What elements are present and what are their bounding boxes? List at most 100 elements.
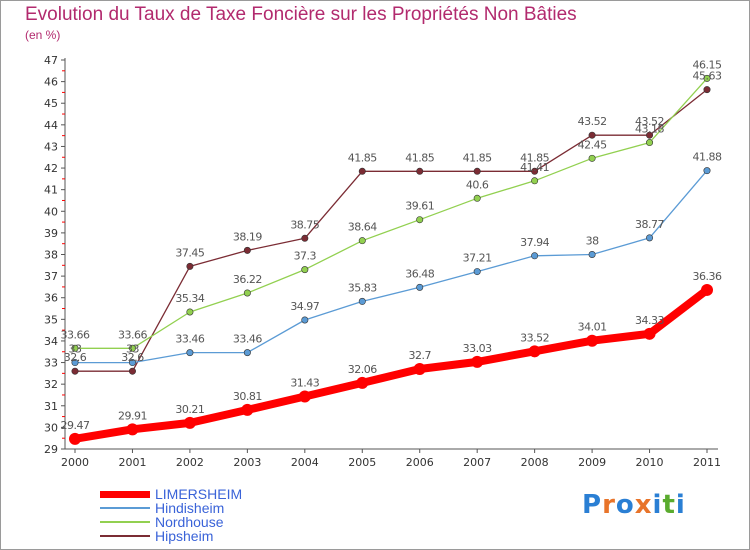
y-tick-label: 36 [44,292,58,305]
legend-item-hipsheim: Hipsheim [100,529,242,543]
data-label: 33.66 [61,328,90,341]
data-label: 41.85 [348,151,377,164]
y-tick-label: 39 [44,227,58,240]
y-tick-label: 34 [44,335,58,348]
data-point [298,390,311,403]
legend-label-limersheim: LIMERSHEIM [155,486,243,502]
data-point [586,334,599,347]
data-point [588,154,596,162]
data-point [531,252,539,260]
y-tick-label: 40 [44,205,58,218]
data-label: 35.34 [175,292,204,305]
data-point [301,266,309,274]
data-point [588,131,596,139]
data-label: 41.85 [520,151,549,164]
data-label: 41.41 [520,161,549,174]
x-tick-label: 2011 [693,456,721,469]
y-tick-label: 47 [44,54,58,67]
data-point [301,234,309,242]
data-label: 42.45 [578,138,607,151]
data-point [243,246,251,254]
data-label: 33 [126,343,139,356]
data-label: 41.85 [405,151,434,164]
data-point [128,344,136,352]
y-tick-label: 44 [44,119,58,132]
y-tick-label: 43 [44,140,58,153]
data-point [703,86,711,94]
series-line-nordhouse [74,77,708,349]
data-label: 38.19 [233,230,262,243]
data-label: 41.88 [693,151,722,164]
y-tick-label: 41 [44,184,58,197]
data-point [243,289,251,297]
x-tick-label: 2010 [636,456,664,469]
data-point [646,234,654,242]
y-tick-label: 38 [44,249,58,262]
data-point [413,363,426,376]
series-line-limersheim [71,285,711,443]
legend-item-hindisheim: Hindisheim [100,501,242,515]
data-point [71,367,79,375]
data-label: 37.94 [520,236,549,249]
data-label: 43.52 [578,115,607,128]
data-point [243,349,251,357]
data-label: 36.48 [405,267,434,280]
logo-letter: i [675,490,686,520]
series-line-hipsheim [74,88,708,372]
data-label: 33.66 [118,328,147,341]
data-label: 34.33 [635,314,664,327]
data-label: 39.61 [405,200,434,213]
data-label: 38.77 [635,218,664,231]
data-label: 45.63 [693,70,722,83]
data-label: 33 [69,343,82,356]
logo-letter: t [662,490,676,520]
data-label: 33.03 [463,342,492,355]
data-label: 33.46 [233,333,262,346]
x-tick-label: 2007 [463,456,491,469]
data-point [183,416,196,429]
data-point [301,316,309,324]
data-point [473,167,481,175]
data-point [241,403,254,416]
data-point [646,131,654,139]
data-label: 35.83 [348,281,377,294]
legend: LIMERSHEIM Hindisheim Nordhouse Hipsheim [100,487,242,543]
y-tick-label: 45 [44,97,58,110]
legend-swatch-nordhouse [100,521,150,523]
x-tick-label: 2000 [61,456,89,469]
x-tick-label: 2009 [578,456,606,469]
data-label: 38.75 [290,218,319,231]
data-point [703,74,711,82]
chart-subtitle: (en %) [25,28,61,42]
data-label: 36.22 [233,273,262,286]
data-label: 30.81 [233,390,262,403]
data-point [643,327,656,340]
y-tick-label: 30 [44,421,58,434]
x-tick-label: 2003 [233,456,261,469]
data-point [416,216,424,224]
data-point [703,167,711,175]
data-point [126,423,139,436]
data-label: 30.21 [175,403,204,416]
data-label: 43.52 [635,115,664,128]
data-label: 34.01 [578,321,607,334]
y-tick-label: 46 [44,76,58,89]
data-point [473,268,481,276]
data-point [69,432,81,445]
data-point [128,359,136,367]
legend-item-limersheim: LIMERSHEIM [100,487,242,501]
data-label: 40.6 [466,178,489,191]
logo-letter: o [615,490,635,520]
data-label: 32.6 [121,351,144,364]
logo-letter: r [602,490,616,520]
data-point [71,344,79,352]
data-point [358,297,366,305]
data-label: 29.91 [118,409,147,422]
data-point [528,345,541,358]
x-tick-label: 2008 [521,456,549,469]
data-point [186,262,194,270]
data-label: 37.21 [463,252,492,265]
proxiti-logo: Proxiti [582,490,686,520]
legend-swatch-hipsheim [100,535,150,537]
y-tick-label: 42 [44,162,58,175]
